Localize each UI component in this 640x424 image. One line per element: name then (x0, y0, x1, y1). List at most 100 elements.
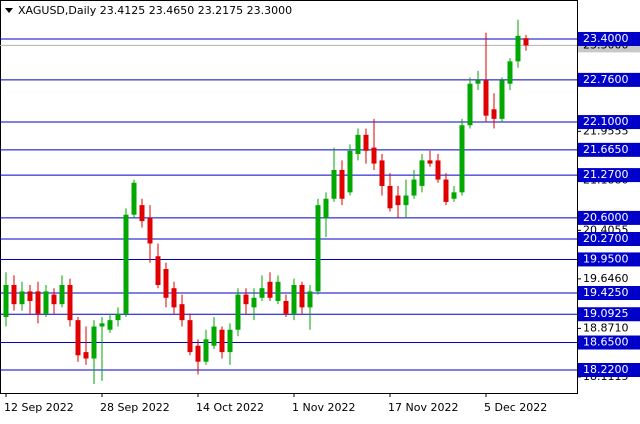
candle-body (291, 285, 297, 314)
level-label-box (578, 285, 640, 300)
level-label-box (578, 362, 640, 377)
candle-body (467, 83, 473, 126)
y-tick-label: 19.6460 (583, 272, 629, 285)
candle-body (379, 160, 385, 186)
candle-body (371, 147, 377, 164)
candle-body (411, 179, 417, 196)
level-label-box (578, 142, 640, 157)
level-label: 19.9500 (583, 252, 629, 265)
candle-body (43, 291, 49, 314)
level-label-box (578, 210, 640, 225)
level-label: 19.0925 (583, 307, 629, 320)
candle-body (475, 80, 481, 84)
candle-body (227, 329, 233, 353)
candle-body (283, 300, 289, 314)
level-label: 21.6650 (583, 143, 629, 156)
candle-body (83, 352, 89, 359)
candle-body (251, 297, 257, 308)
x-tick-label: 17 Nov 2022 (388, 401, 458, 414)
candle-body (163, 269, 169, 298)
candle-body (155, 256, 161, 286)
candle-body (211, 326, 217, 346)
candle-body (27, 291, 33, 301)
candle-body (203, 339, 209, 362)
level-label-box (578, 72, 640, 87)
candle-body (451, 192, 457, 199)
candle-body (363, 134, 369, 151)
level-label-box (578, 115, 640, 130)
candle-body (267, 281, 273, 298)
candle-body (427, 160, 433, 164)
candle-body (75, 320, 81, 356)
candle-body (275, 281, 281, 301)
candle-body (459, 125, 465, 193)
candle-body (299, 285, 305, 308)
candle-body (187, 320, 193, 353)
candle-body (315, 205, 321, 292)
candle-body (19, 291, 25, 305)
candle-body (419, 160, 425, 186)
level-label-box (578, 335, 640, 350)
candle-body (107, 320, 113, 330)
candle-body (395, 195, 401, 206)
candle-body (123, 214, 129, 314)
candle-body (499, 80, 505, 119)
level-label: 22.1000 (583, 115, 629, 128)
level-label: 21.2700 (583, 168, 629, 181)
menu-triangle (5, 8, 13, 13)
candle-body (139, 205, 145, 222)
candle-body (179, 304, 185, 321)
candle-body (443, 179, 449, 202)
level-label-box (578, 307, 640, 322)
x-tick-label: 12 Sep 2022 (4, 401, 74, 414)
level-label: 19.4250 (583, 286, 629, 299)
candle-body (195, 345, 201, 362)
candle-body (3, 285, 9, 317)
candle-body (99, 323, 105, 327)
candle-body (307, 291, 313, 308)
level-label: 18.2200 (583, 363, 629, 376)
candle-body (243, 294, 249, 305)
level-label: 22.7600 (583, 73, 629, 86)
level-label-box (578, 252, 640, 267)
candle-body (35, 291, 41, 314)
candle-body (491, 109, 497, 119)
candle-body (339, 169, 345, 199)
level-label: 18.6500 (583, 336, 629, 349)
level-label: 20.2700 (583, 232, 629, 245)
candle-body (347, 150, 353, 193)
candle-body (171, 288, 177, 308)
x-tick-label: 1 Nov 2022 (292, 401, 355, 414)
level-label-box (578, 31, 640, 46)
level-label: 20.6000 (583, 211, 629, 224)
candle-body (11, 285, 17, 305)
candle-body (331, 169, 337, 199)
candle-body (91, 326, 97, 359)
candle-body (147, 217, 153, 244)
candle-body (51, 294, 57, 305)
candle-body (523, 38, 529, 46)
candle-body (67, 285, 73, 321)
candle-body (483, 80, 489, 116)
candle-body (131, 182, 137, 215)
chart-title: XAGUSD,Daily 23.4125 23.4650 23.2175 23.… (18, 4, 292, 17)
level-label: 23.4000 (583, 32, 629, 45)
candle-body (323, 198, 329, 218)
plot-frame (0, 0, 578, 394)
candle-body (435, 160, 441, 180)
candle-body (59, 285, 65, 305)
x-tick-label: 28 Sep 2022 (100, 401, 170, 414)
candle-body (259, 288, 265, 298)
candle-body (235, 294, 241, 330)
x-tick-label: 5 Dec 2022 (484, 401, 547, 414)
level-label-box (578, 168, 640, 183)
candle-body (387, 185, 393, 209)
x-tick-label: 14 Oct 2022 (196, 401, 264, 414)
candle-body (403, 195, 409, 206)
candle-body (219, 329, 225, 353)
candle-body (115, 313, 121, 321)
candle-body (515, 35, 521, 62)
level-label-box (578, 231, 640, 246)
candle-body (355, 134, 361, 155)
